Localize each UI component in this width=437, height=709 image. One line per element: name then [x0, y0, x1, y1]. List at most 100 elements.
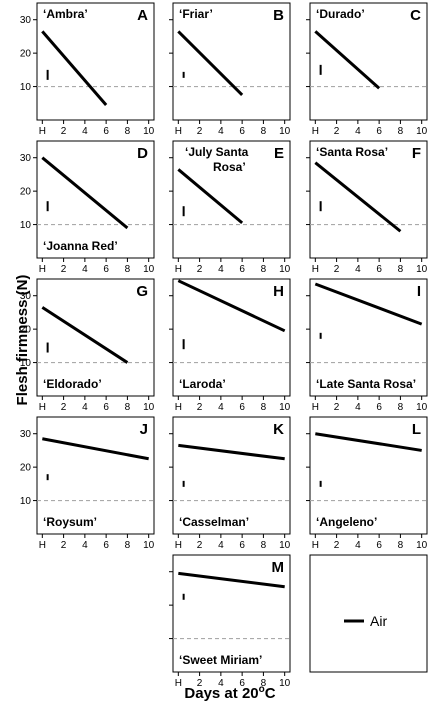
x-tick-label: H: [39, 126, 46, 137]
x-tick-label: 2: [197, 402, 203, 413]
panel-f: H 2 4 6 8 10 F ‘Santa Rosa’: [306, 140, 428, 275]
x-tick-label: 4: [355, 126, 361, 137]
firmness-line: [177, 30, 244, 96]
y-tick-label: 20: [20, 463, 32, 474]
x-tick-label: 6: [239, 264, 245, 275]
x-tick-label: 2: [334, 126, 340, 137]
panel-letter: A: [137, 7, 148, 24]
panel-frame: [172, 2, 291, 121]
panel-i: H 2 4 6 8 10 I ‘Late Santa Rosa’: [306, 278, 428, 413]
panel-letter: I: [417, 283, 421, 300]
panel-b: H 2 4 6 8 10 B ‘Friar’: [169, 2, 291, 137]
panel-c: H 2 4 6 8 10 C ‘Durado’: [306, 2, 428, 137]
x-tick-label: 2: [334, 264, 340, 275]
panel-frame: [172, 140, 291, 259]
x-tick-label: 10: [279, 126, 291, 137]
cultivar-label: ‘Eldorado’: [43, 377, 102, 391]
x-tick-label: 8: [261, 678, 267, 689]
x-tick-label: H: [175, 540, 182, 551]
x-tick-label: 10: [279, 678, 291, 689]
x-tick-label: 4: [218, 264, 224, 275]
panel-frame: [36, 278, 155, 397]
panel-frame: [36, 2, 155, 121]
x-tick-label: 6: [376, 402, 382, 413]
x-tick-label: 8: [261, 540, 267, 551]
x-tick-label: H: [175, 402, 182, 413]
x-tick-label: 10: [279, 264, 291, 275]
x-tick-label: H: [175, 678, 182, 689]
legend: Air: [309, 554, 428, 673]
cultivar-label: ‘Angeleno’: [316, 515, 377, 529]
x-tick-label: 2: [197, 264, 203, 275]
y-tick-label: 20: [20, 49, 32, 60]
panel-frame: [36, 416, 155, 535]
x-tick-label: H: [312, 540, 319, 551]
x-tick-label: 4: [218, 402, 224, 413]
cultivar-label: ‘Roysum’: [43, 515, 97, 529]
panel-frame: [309, 416, 428, 535]
firmness-line: [314, 161, 402, 233]
firmness-line: [177, 168, 244, 225]
legend-label: Air: [370, 613, 387, 629]
panel-frame: [309, 278, 428, 397]
panel-letter: D: [137, 145, 148, 162]
panel-frame: [172, 554, 291, 673]
cultivar-label: ‘Durado’: [316, 7, 365, 21]
cultivar-label: ‘Sweet Miriam’: [179, 653, 262, 667]
x-tick-label: 2: [61, 402, 67, 413]
x-tick-label: 8: [398, 126, 404, 137]
cultivar-label-line2: Rosa’: [213, 160, 246, 174]
y-axis-label: Flesh firmness (N): [14, 274, 31, 406]
y-tick-label: 20: [20, 325, 32, 336]
x-tick-label: 4: [82, 126, 88, 137]
firmness-line: [41, 306, 129, 364]
degree-superscript: o: [258, 684, 265, 695]
x-tick-label: 4: [355, 402, 361, 413]
cultivar-label: ‘Late Santa Rosa’: [316, 377, 416, 391]
x-tick-label: H: [39, 402, 46, 413]
x-tick-label: 6: [376, 264, 382, 275]
x-tick-label: 2: [61, 264, 67, 275]
x-tick-label: 4: [355, 540, 361, 551]
x-tick-label: 2: [61, 126, 67, 137]
x-tick-label: 2: [197, 540, 203, 551]
x-tick-label: 4: [218, 126, 224, 137]
panel-letter: B: [273, 7, 284, 24]
x-tick-label: 8: [125, 264, 131, 275]
panel-frame: [36, 140, 155, 259]
panel-frame: [172, 278, 291, 397]
x-axis-label-unit: C: [264, 685, 276, 702]
firmness-line: [177, 279, 286, 333]
panel-letter: G: [136, 283, 148, 300]
x-tick-label: 2: [334, 402, 340, 413]
firmness-line: [314, 282, 423, 326]
cultivar-label: ‘Joanna Red’: [43, 239, 118, 253]
x-tick-label: 8: [261, 264, 267, 275]
x-tick-label: 6: [239, 126, 245, 137]
x-tick-label: 8: [398, 264, 404, 275]
firmness-line: [42, 437, 149, 461]
panel-letter: H: [273, 283, 284, 300]
x-tick-label: 8: [261, 402, 267, 413]
x-axis-label: Days at 20oC: [130, 684, 330, 702]
firmness-line: [314, 30, 381, 90]
y-tick-label: 10: [20, 496, 32, 507]
cultivar-label: ‘July Santa: [185, 145, 249, 159]
panel-j: 10 20 30 H 2 4 6 8 10 J ‘Roysum’: [20, 416, 155, 551]
panel-letter: K: [273, 421, 284, 438]
y-tick-label: 10: [20, 82, 32, 93]
firmness-line: [178, 443, 285, 461]
x-tick-label: 10: [416, 126, 428, 137]
x-tick-label: H: [175, 126, 182, 137]
panel-frame: [309, 2, 428, 121]
x-tick-label: 6: [103, 264, 109, 275]
panel-letter: E: [274, 145, 284, 162]
x-tick-label: 6: [239, 540, 245, 551]
x-tick-label: H: [175, 264, 182, 275]
x-tick-label: H: [39, 264, 46, 275]
x-tick-label: 10: [416, 402, 428, 413]
x-tick-label: H: [312, 264, 319, 275]
panel-frame: [309, 140, 428, 259]
x-tick-label: H: [312, 402, 319, 413]
